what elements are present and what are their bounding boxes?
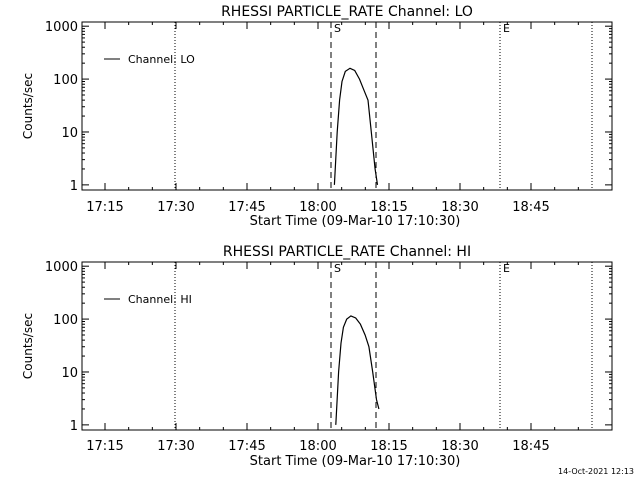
x-tick-label: 17:45 [228,200,265,215]
x-tick-label: 18:15 [370,439,407,454]
y-tick-label: 1 [70,419,78,434]
y-tick-label: 10 [61,366,78,381]
x-tick-label: 18:00 [299,200,336,215]
chart-title-1: RHESSI PARTICLE_RATE Channel: LO [221,4,473,20]
x-tick-label: 18:00 [299,439,336,454]
legend-label-2: Channel: HI [128,293,192,306]
x-tick-label: 17:30 [157,200,194,215]
x-tick-label: 18:30 [441,439,478,454]
marker-label-end: E [503,22,510,35]
y-tick-label: 1 [70,179,78,194]
legend-label-1: Channel: LO [128,53,195,66]
marker-label-start: S [334,22,341,35]
y-tick-label: 1000 [45,20,78,35]
x-tick-label: 18:30 [441,200,478,215]
x-tick-label: 18:45 [512,200,549,215]
chart-title-2: RHESSI PARTICLE_RATE Channel: HI [223,244,471,260]
y-axis-label-2: Counts/sec [21,313,35,379]
x-tick-label: 18:15 [370,200,407,215]
plot-frame-2 [81,261,613,431]
x-axis-label-1: Start Time (09-Mar-10 17:10:30) [250,214,461,229]
y-tick-label: 100 [53,313,78,328]
series-line-1 [333,67,379,185]
x-tick-label: 17:15 [86,439,123,454]
marker-label-end: E [503,262,510,275]
series-line-2 [335,315,380,425]
x-tick-label: 17:15 [86,200,123,215]
x-tick-label: 17:30 [157,439,194,454]
y-axis-label-1: Counts/sec [21,73,35,139]
x-tick-label: 17:45 [228,439,265,454]
plot-frame-1 [81,21,613,191]
y-tick-label: 1000 [45,260,78,275]
y-tick-label: 10 [61,126,78,141]
x-axis-label-2: Start Time (09-Mar-10 17:10:30) [250,454,461,469]
y-tick-label: 100 [53,73,78,88]
marker-label-start: S [334,262,341,275]
x-tick-label: 18:45 [512,439,549,454]
timestamp-footer: 14-Oct-2021 12:13 [558,467,634,476]
